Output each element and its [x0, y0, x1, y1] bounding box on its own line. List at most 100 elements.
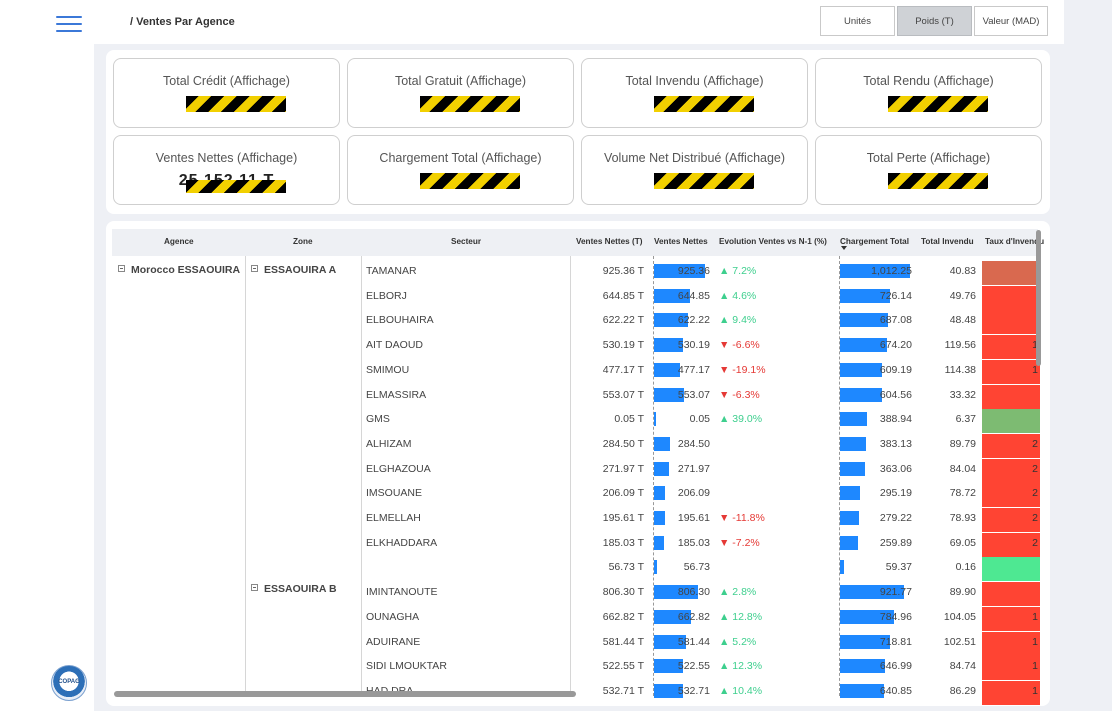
bar-chargement — [840, 387, 882, 402]
bar-chargement — [840, 338, 887, 353]
toggle-poids[interactable]: Poids (T) — [897, 6, 972, 36]
cell-evolution: ▲ 2.8% — [719, 586, 757, 599]
cell-ventes-t: 925.36 T — [602, 265, 644, 277]
cell-invendu: 89.90 — [949, 586, 976, 599]
heat-taux — [982, 409, 1040, 434]
cell-taux: 2 — [1032, 462, 1038, 475]
cell-invendu: 40.83 — [949, 265, 976, 277]
cell-chargement: 604.56 — [879, 388, 912, 401]
cell-invendu: 89.79 — [949, 437, 976, 450]
cell-invendu: 78.72 — [949, 487, 976, 500]
header-ventes[interactable]: Ventes Nettes — [654, 237, 708, 246]
collapse-icon[interactable] — [118, 265, 125, 272]
group-agence-label: Morocco ESSAOUIRA — [131, 264, 241, 276]
kpi-label: Total Rendu (Affichage) — [863, 74, 994, 88]
cell-chargement: 646.99 — [879, 660, 912, 673]
cell-chargement: 363.06 — [879, 462, 912, 475]
sort-descending-icon — [841, 246, 847, 250]
bar-ventes — [654, 338, 684, 353]
bar-ventes — [654, 486, 666, 501]
column-divider — [245, 256, 246, 696]
cell-ventes-t: 56.73 T — [608, 561, 644, 574]
kpi-card: Total Invendu (Affichage) — [581, 58, 808, 128]
cell-ventes: 206.09 — [677, 487, 710, 500]
cell-evolution: ▲ 4.6% — [719, 289, 757, 302]
cell-ventes-t: 195.61 T — [602, 512, 644, 524]
cell-invendu: 49.76 — [949, 289, 976, 302]
kpi-label: Total Invendu (Affichage) — [625, 74, 764, 88]
cell-secteur: SIDI LMOUKTAR — [366, 660, 447, 673]
bar-axis-line — [839, 256, 840, 696]
cell-ventes: 622.22 — [677, 314, 710, 327]
cell-chargement: 259.89 — [879, 536, 912, 549]
group-zone-a[interactable]: ESSAOUIRA A — [251, 264, 336, 276]
heat-taux: 1 — [982, 606, 1040, 631]
kpi-panel: Total Crédit (Affichage) Total Gratuit (… — [106, 50, 1050, 214]
cell-ventes-t: 553.07 T — [602, 388, 644, 401]
cell-ventes: 532.71 — [677, 684, 710, 697]
cell-secteur: ELKHADDARA — [366, 536, 438, 549]
header-agence[interactable]: Agence — [164, 237, 194, 246]
group-agence[interactable]: Morocco ESSAOUIRA — [118, 264, 240, 276]
cell-ventes-t: 662.82 T — [602, 610, 644, 623]
bar-ventes — [654, 511, 665, 525]
header-invendu[interactable]: Total Invendu — [921, 237, 974, 246]
cell-chargement: 295.19 — [879, 487, 912, 500]
bar-ventes — [654, 609, 691, 624]
redacted-value — [186, 180, 286, 193]
toggle-valeur[interactable]: Valeur (MAD) — [974, 6, 1048, 36]
cell-invendu: 0.16 — [955, 561, 976, 574]
cell-ventes: 284.50 — [677, 437, 710, 450]
bar-ventes — [654, 362, 681, 377]
cell-ventes: 553.07 — [677, 388, 710, 401]
cell-ventes-t: 0.05 T — [614, 413, 644, 426]
cell-chargement: 674.20 — [879, 339, 912, 352]
heat-taux: 1 — [982, 680, 1040, 705]
heat-taux — [982, 384, 1040, 409]
bar-chargement — [840, 585, 904, 600]
header-chargement[interactable]: Chargement Total — [840, 237, 909, 246]
menu-icon[interactable] — [56, 16, 82, 34]
bar-chargement — [840, 560, 845, 575]
header-ventes-t[interactable]: Ventes Nettes (T) — [576, 237, 643, 246]
cell-secteur: AIT DAOUD — [366, 339, 423, 352]
heat-taux — [982, 557, 1040, 582]
cell-chargement: 609.19 — [879, 363, 912, 376]
vertical-scrollbar[interactable] — [1036, 230, 1041, 366]
cell-evolution: ▼ -7.2% — [719, 536, 760, 549]
redacted-value — [654, 96, 754, 112]
header-evolution[interactable]: Evolution Ventes vs N-1 (%) — [719, 237, 827, 246]
cell-ventes-t: 185.03 T — [602, 536, 644, 549]
cell-evolution: ▲ 9.4% — [719, 314, 757, 327]
collapse-icon[interactable] — [251, 584, 258, 591]
cell-chargement: 726.14 — [879, 289, 912, 302]
heat-taux: 2 — [982, 433, 1040, 458]
cell-ventes: 644.85 — [677, 289, 710, 302]
header-zone[interactable]: Zone — [293, 237, 313, 246]
header-secteur[interactable]: Secteur — [451, 237, 482, 246]
cell-secteur: IMSOUANE — [366, 487, 423, 500]
bar-ventes — [654, 659, 683, 674]
bar-chargement — [840, 683, 885, 698]
cell-taux: 2 — [1032, 437, 1038, 450]
cell-ventes-t: 644.85 T — [602, 289, 644, 302]
horizontal-scrollbar[interactable] — [114, 691, 576, 697]
group-zone-b[interactable]: ESSAOUIRA B — [251, 583, 337, 595]
redacted-value — [420, 173, 520, 189]
collapse-icon[interactable] — [251, 265, 258, 272]
heat-taux — [982, 310, 1040, 335]
bar-chargement — [840, 264, 910, 278]
header-taux[interactable]: Taux d'Invendu — [985, 237, 1045, 246]
cell-evolution: ▼ -11.8% — [719, 512, 765, 524]
toggle-unites[interactable]: Unités — [820, 6, 895, 36]
redacted-value — [186, 96, 286, 112]
cell-taux: 2 — [1032, 487, 1038, 500]
cell-chargement: 59.37 — [885, 561, 912, 574]
kpi-card: Ventes Nettes (Affichage)25 152.11 T — [113, 135, 340, 205]
cell-invendu: 6.37 — [955, 413, 976, 426]
cell-ventes: 195.61 — [677, 512, 710, 524]
bar-chargement — [840, 511, 860, 525]
kpi-label: Chargement Total (Affichage) — [379, 151, 542, 165]
kpi-card: Total Crédit (Affichage) — [113, 58, 340, 128]
cell-secteur: OUNAGHA — [366, 610, 420, 623]
